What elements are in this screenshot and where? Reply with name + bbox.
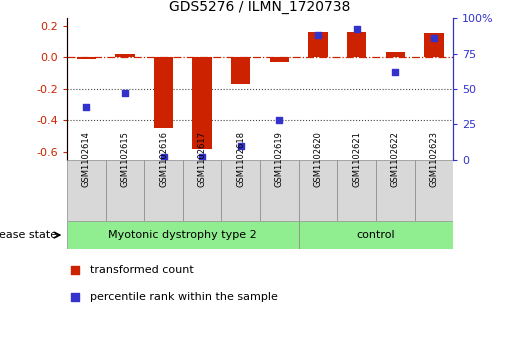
Bar	[415, 160, 453, 221]
Bar	[77, 57, 96, 59]
Point	[275, 117, 283, 123]
Point	[314, 32, 322, 38]
Bar	[144, 160, 183, 221]
Text: GSM1102619: GSM1102619	[275, 132, 284, 187]
Bar	[193, 57, 212, 149]
Text: GSM1102616: GSM1102616	[159, 131, 168, 187]
Text: GSM1102618: GSM1102618	[236, 131, 245, 187]
Bar	[424, 33, 443, 57]
Bar	[299, 221, 453, 249]
Text: Myotonic dystrophy type 2: Myotonic dystrophy type 2	[109, 230, 257, 240]
Text: GSM1102615: GSM1102615	[121, 132, 129, 187]
Bar	[260, 160, 299, 221]
Point	[82, 105, 91, 110]
Bar	[67, 160, 106, 221]
Bar	[221, 160, 260, 221]
Bar	[347, 32, 366, 57]
Point	[326, 156, 334, 162]
Bar	[376, 160, 415, 221]
Bar	[154, 57, 173, 128]
Bar	[115, 54, 134, 57]
Title: GDS5276 / ILMN_1720738: GDS5276 / ILMN_1720738	[169, 0, 351, 15]
Text: GSM1102614: GSM1102614	[82, 132, 91, 187]
Point	[430, 35, 438, 41]
Point	[391, 69, 400, 75]
Bar	[183, 160, 221, 221]
Bar	[270, 57, 289, 62]
Text: GSM1102617: GSM1102617	[198, 131, 207, 187]
Bar	[231, 57, 250, 84]
Bar	[299, 160, 337, 221]
Text: control: control	[356, 230, 396, 240]
Bar	[337, 160, 376, 221]
Bar	[386, 52, 405, 57]
Point	[121, 90, 129, 96]
Text: percentile rank within the sample: percentile rank within the sample	[90, 292, 278, 302]
Text: GSM1102620: GSM1102620	[314, 132, 322, 187]
Point	[159, 154, 167, 160]
Text: transformed count: transformed count	[90, 265, 194, 274]
Text: GSM1102621: GSM1102621	[352, 132, 361, 187]
Bar	[67, 221, 299, 249]
Text: GSM1102623: GSM1102623	[430, 131, 438, 187]
Point	[352, 26, 360, 32]
Bar	[308, 32, 328, 57]
Point	[236, 143, 245, 148]
Text: disease state: disease state	[0, 230, 57, 240]
Text: GSM1102622: GSM1102622	[391, 132, 400, 187]
Bar	[106, 160, 144, 221]
Point	[198, 154, 206, 160]
